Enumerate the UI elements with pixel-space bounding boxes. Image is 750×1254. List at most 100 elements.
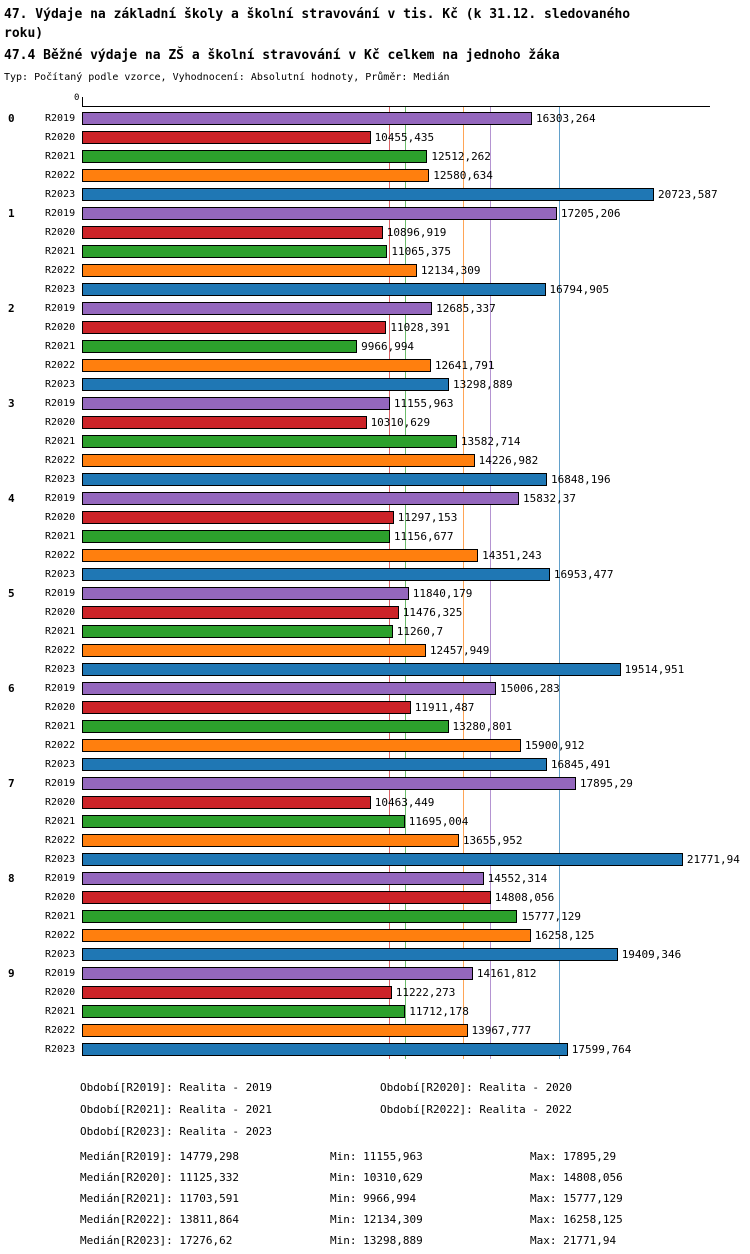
group-label: 8 <box>8 872 15 885</box>
bar-R2019 <box>82 587 409 600</box>
bar-R2022 <box>82 834 459 847</box>
bar-R2023 <box>82 378 450 391</box>
bar-value-label: 12685,337 <box>436 302 496 315</box>
bar-row-4-R2020: R2020 11297,153 <box>0 508 750 527</box>
series-label: R2023 <box>45 284 76 295</box>
stat-max: Max: 21771,94 <box>530 1234 617 1247</box>
series-label: R2020 <box>45 132 76 143</box>
series-label: R2022 <box>45 930 76 941</box>
bar-row-9-R2022: R2022 13967,777 <box>0 1021 750 1040</box>
bar-row-0-R2020: R2020 10455,435 <box>0 128 750 147</box>
bar-R2020 <box>82 416 367 429</box>
series-label: R2021 <box>45 1006 76 1017</box>
bar-value-label: 19514,951 <box>624 663 685 676</box>
series-label: R2021 <box>45 816 76 827</box>
bar-row-8-R2023: R2023 19409,346 <box>0 945 750 964</box>
bar-row-4-R2023: R2023 16953,477 <box>0 565 750 584</box>
bar-row-4-R2022: R2022 14351,243 <box>0 546 750 565</box>
legend-item-4: Období[R2023]: Realita - 2023 <box>80 1125 273 1138</box>
series-label: R2023 <box>45 1044 76 1055</box>
bar-row-8-R2021: R2021 15777,129 <box>0 907 750 926</box>
series-label: R2023 <box>45 854 76 865</box>
bar-R2019 <box>82 207 557 220</box>
bar-R2023 <box>82 568 550 581</box>
bar-value-label: 21771,94 <box>686 853 740 866</box>
median-line-R2023 <box>558 107 560 1059</box>
series-label: R2020 <box>45 227 76 238</box>
stats-row-2: Medián[R2021]: 11703,591 Min: 9966,994 Max… <box>80 1192 750 1205</box>
bar-value-label: 11695,004 <box>408 815 469 828</box>
bar-row-3-R2022: R2022 14226,982 <box>0 451 750 470</box>
bar-value-label: 12457,949 <box>429 644 490 657</box>
median-line-R2022 <box>463 107 465 1059</box>
bar-R2021 <box>82 150 428 163</box>
bar-value-label: 11712,178 <box>409 1005 469 1018</box>
bar-row-7-R2019: 7 R2019 17895,29 <box>0 774 750 793</box>
group-label: 1 <box>8 207 15 220</box>
bar-value-label: 15777,129 <box>521 910 582 923</box>
bar-value-label: 10310,629 <box>370 416 431 429</box>
bar-row-8-R2020: R2020 14808,056 <box>0 888 750 907</box>
bar-value-label: 14161,812 <box>476 967 537 980</box>
bar-R2022 <box>82 1024 468 1037</box>
bar-value-label: 13655,952 <box>462 834 523 847</box>
legend: Období[R2019]: Realita - 2019 Období[R202… <box>80 1081 750 1138</box>
series-label: R2020 <box>45 892 76 903</box>
group-label: 6 <box>8 682 15 695</box>
bar-R2019 <box>82 872 484 885</box>
bar-row-1-R2023: R2023 16794,905 <box>0 280 750 299</box>
series-label: R2022 <box>45 550 76 561</box>
bar-row-4-R2021: R2021 11156,677 <box>0 527 750 546</box>
bar-value-label: 14351,243 <box>482 549 542 562</box>
series-label: R2020 <box>45 512 76 523</box>
series-label: R2022 <box>45 265 76 276</box>
bar-value-label: 13967,777 <box>471 1024 532 1037</box>
bar-value-label: 13280,801 <box>452 720 513 733</box>
bar-R2019 <box>82 967 473 980</box>
bar-R2019 <box>82 302 433 315</box>
bar-row-2-R2019: 2 R2019 12685,337 <box>0 299 750 318</box>
stat-median: Medián[R2023]: 17276,62 <box>80 1234 233 1247</box>
bar-value-label: 16794,905 <box>549 283 610 296</box>
median-line-R2019 <box>489 107 491 1059</box>
bar-value-label: 10896,919 <box>386 226 447 239</box>
bar-R2022 <box>82 929 531 942</box>
bar-R2021 <box>82 910 518 923</box>
bar-R2020 <box>82 131 371 144</box>
group-label: 5 <box>8 587 15 600</box>
bar-value-label: 11222,273 <box>395 986 456 999</box>
bar-value-label: 12512,262 <box>431 150 491 163</box>
bar-R2020 <box>82 891 491 904</box>
stat-min: Min: 12134,309 <box>330 1213 423 1226</box>
bar-value-label: 16845,491 <box>550 758 611 771</box>
bar-value-label: 17205,206 <box>560 207 621 220</box>
bar-value-label: 11028,391 <box>390 321 450 334</box>
series-label: R2019 <box>45 208 76 219</box>
series-label: R2020 <box>45 322 76 333</box>
bar-row-0-R2022: R2022 12580,634 <box>0 166 750 185</box>
bar-row-5-R2019: 5 R2019 11840,179 <box>0 584 750 603</box>
series-label: R2022 <box>45 645 76 656</box>
group-label: 9 <box>8 967 15 980</box>
bar-chart: 0 0 R2019 16303,264 R2020 10455,435 R2021 1251… <box>0 93 750 1065</box>
bar-R2020 <box>82 321 387 334</box>
bar-R2019 <box>82 777 576 790</box>
stat-min: Min: 9966,994 <box>330 1192 417 1205</box>
bar-R2020 <box>82 226 383 239</box>
bar-value-label: 12580,634 <box>433 169 493 182</box>
series-label: R2020 <box>45 702 76 713</box>
bar-R2022 <box>82 169 430 182</box>
bar-row-1-R2022: R2022 12134,309 <box>0 261 750 280</box>
series-label: R2019 <box>45 303 76 314</box>
bar-R2021 <box>82 245 388 258</box>
bar-row-7-R2023: R2023 21771,94 <box>0 850 750 869</box>
stats-row-3: Medián[R2022]: 13811,864 Min: 12134,309 Ma… <box>80 1213 750 1226</box>
bar-R2019 <box>82 112 532 125</box>
group-label: 7 <box>8 777 15 790</box>
bar-R2019 <box>82 492 519 505</box>
stat-median: Medián[R2022]: 13811,864 <box>80 1213 239 1226</box>
bar-R2020 <box>82 606 399 619</box>
bar-value-label: 11840,179 <box>412 587 473 600</box>
bar-value-label: 17599,764 <box>571 1043 632 1056</box>
bar-row-9-R2023: R2023 17599,764 <box>0 1040 750 1059</box>
